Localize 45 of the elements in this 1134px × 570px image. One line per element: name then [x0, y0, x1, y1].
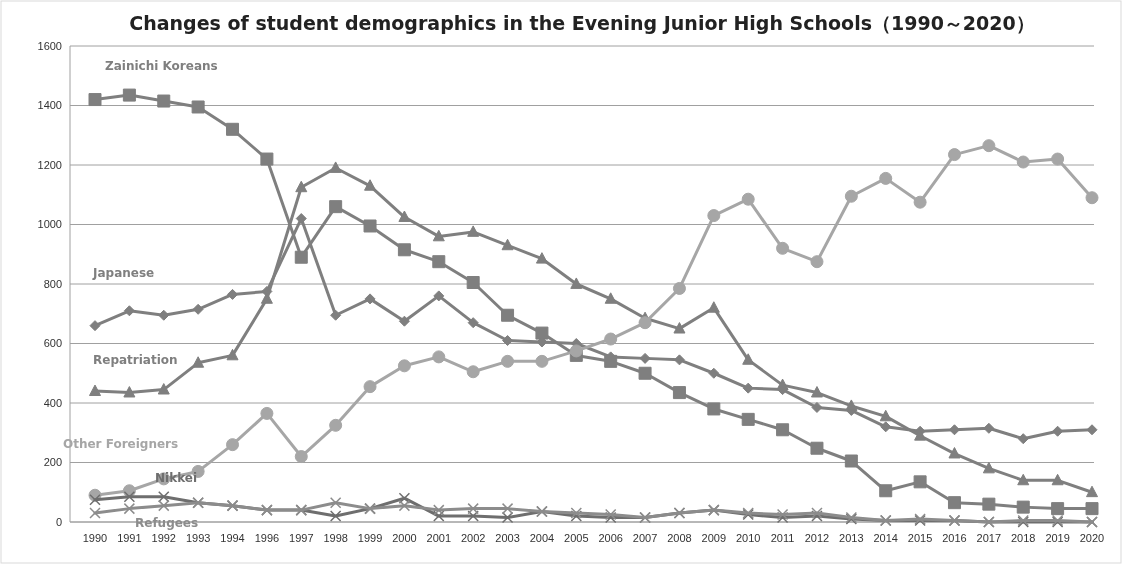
- x-tick-label: 2003: [495, 532, 520, 544]
- text: Japanese: [92, 265, 155, 280]
- x-tick-label: 2009: [701, 532, 727, 544]
- x-tick-label: 1991: [117, 532, 142, 544]
- x-tick-label: 2012: [804, 532, 830, 544]
- x-tick-label: 2015: [907, 532, 933, 544]
- x-tick-label: 1999: [357, 532, 383, 544]
- series-label: Zainichi Koreans: [105, 58, 218, 73]
- y-tick-label: 400: [43, 396, 62, 409]
- x-tick-label: 2002: [460, 532, 486, 544]
- y-tick-label: 600: [43, 337, 62, 350]
- y-tick-label: 0: [55, 515, 62, 528]
- x-tick-label: 1996: [254, 532, 280, 544]
- x-tick-label: 2008: [667, 532, 692, 544]
- x-tick-label: 2000: [392, 532, 417, 544]
- y-tick-label: 1200: [37, 158, 62, 171]
- x-tick-label: 2020: [1079, 532, 1105, 544]
- x-tick-label: 2007: [632, 532, 658, 544]
- x-tick-label: 2014: [873, 532, 898, 544]
- x-tick-label: 1994: [220, 532, 245, 544]
- x-tick-label: 1997: [289, 532, 314, 544]
- series-label: Other Foreigners: [63, 437, 179, 452]
- x-tick-label: 2004: [529, 532, 555, 544]
- x-tick-label: 2005: [564, 532, 589, 544]
- x-tick-label: 2017: [976, 532, 1002, 544]
- x-tick-label: 2013: [839, 532, 864, 544]
- x-tick-label: 1993: [185, 532, 211, 544]
- x-tick-label: 2001: [426, 532, 452, 544]
- x-tick-label: 2006: [598, 532, 623, 544]
- x-tick-label: 1992: [151, 532, 176, 544]
- x-tick-label: 2018: [1011, 532, 1036, 544]
- y-tick-label: 1600: [37, 39, 62, 52]
- x-tick-label: 2016: [942, 532, 967, 544]
- y-tick-label: 200: [43, 456, 62, 469]
- y-tick-label: 1400: [37, 99, 62, 112]
- series-label: Nikkei: [155, 470, 198, 485]
- chart-title: Changes of student demographics in the Evening Junior High Schools（1990～2020）: [129, 12, 1035, 34]
- x-tick-label: 2010: [735, 532, 761, 544]
- series-label: Repatriation: [93, 353, 178, 368]
- y-tick-label: 1000: [37, 218, 62, 231]
- x-tick-label: 2019: [1045, 532, 1070, 544]
- x-tick-label: 1998: [323, 532, 348, 544]
- y-tick-label: 800: [43, 277, 62, 290]
- x-tick-label: 1990: [82, 532, 108, 544]
- x-tick-label: 2011: [770, 532, 795, 544]
